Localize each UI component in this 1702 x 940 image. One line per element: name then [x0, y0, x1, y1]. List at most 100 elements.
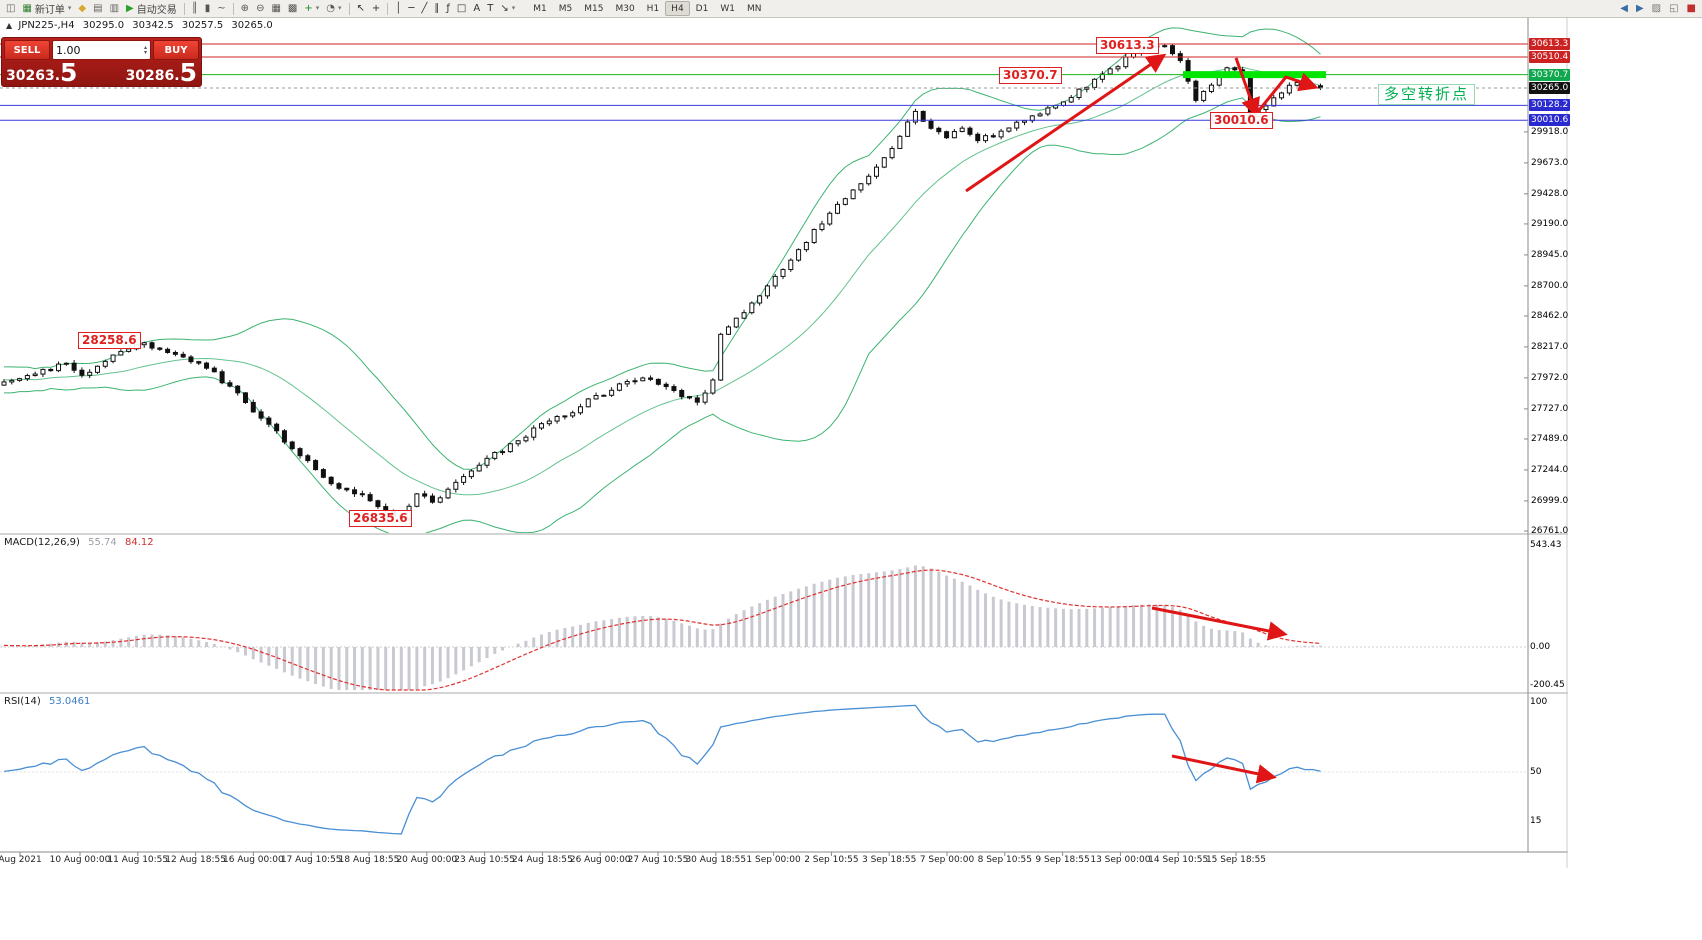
price-axis-label: 27489.0 — [1531, 433, 1569, 444]
chart-price-annotation[interactable]: 30613.3 — [1096, 37, 1159, 54]
time-axis-label: 11 Aug 10:55 — [107, 855, 169, 865]
step-forward-icon: ▶ — [1635, 2, 1644, 14]
auto-arrange-icon: ▩ — [287, 2, 298, 14]
notification-icon[interactable]: ■ — [1684, 1, 1699, 17]
price-axis-label: 30010.6 — [1529, 114, 1571, 127]
trendline-icon[interactable]: ╱ — [418, 1, 430, 17]
timeframe-m1[interactable]: M1 — [533, 3, 547, 14]
chart-canvas[interactable] — [0, 0, 1568, 868]
dropdown-icon: ▾ — [67, 4, 72, 12]
window-layout-icon[interactable]: ◱ — [1666, 1, 1681, 17]
sell-price[interactable]: 30263. 5 — [4, 60, 102, 85]
favorites-icon[interactable]: ◆ — [75, 1, 89, 17]
text-icon[interactable]: A — [470, 1, 483, 17]
profiles-icon[interactable]: ▨ — [1649, 1, 1664, 17]
cursor-icon[interactable]: ↖ — [354, 1, 368, 17]
new-chart-icon[interactable]: ◫ — [3, 1, 18, 17]
timeframe-m15[interactable]: M15 — [584, 3, 604, 14]
timeframe-h1[interactable]: H1 — [646, 3, 660, 14]
volume-input[interactable]: 1.00 ▴ ▾ — [52, 40, 151, 60]
new-order-icon: ▦ — [22, 2, 32, 14]
line-chart-icon: ~ — [217, 2, 226, 14]
autotrading-button-label: 自动交易 — [136, 5, 177, 16]
data-window-icon[interactable]: ▥ — [107, 1, 122, 17]
rsi-indicator-label: RSI(14) 53.0461 — [4, 696, 90, 707]
crosshair-icon[interactable]: + — [369, 1, 383, 17]
chart-collapse-icon[interactable]: ▲ — [6, 21, 13, 30]
timeframe-d1[interactable]: D1 — [695, 3, 709, 14]
one-click-trading-panel: SELL 1.00 ▴ ▾ BUY 30263. 5 30286. 5 — [1, 37, 202, 87]
zoom-in-icon: ⊕ — [240, 2, 250, 14]
rsi-axis-label: 50 — [1530, 767, 1542, 777]
step-back-icon[interactable]: ◀ — [1617, 1, 1631, 17]
channel-icon[interactable]: ∥ — [431, 1, 442, 17]
buy-button[interactable]: BUY — [153, 40, 199, 60]
time-axis-label: 12 Aug 18:55 — [165, 855, 226, 865]
indicators-icon[interactable]: + ▾ — [301, 1, 322, 17]
buy-price[interactable]: 30286. 5 — [102, 60, 200, 85]
ohlc-low: 30257.5 — [181, 20, 224, 31]
time-axis-label: 17 Aug 10:55 — [280, 855, 342, 865]
arrows-tool-icon[interactable]: ↘ ▾ — [497, 1, 518, 17]
toolbar-separator — [348, 2, 350, 15]
chart-price-annotation[interactable]: 26835.6 — [349, 510, 412, 527]
macd-indicator-label: MACD(12,26,9) 55.74 84.12 — [4, 537, 154, 548]
price-axis-label: 30265.0 — [1529, 82, 1571, 95]
chart-price-annotation[interactable]: 30010.6 — [1210, 112, 1273, 129]
price-axis-label: 30128.2 — [1529, 99, 1571, 112]
chart-ohlc-header: ▲ JPN225-,H4 30295.0 30342.5 30257.5 302… — [6, 20, 278, 31]
rsi-value: 53.0461 — [48, 696, 91, 707]
candles-chart-icon[interactable]: ▮ — [202, 1, 214, 17]
vertical-line-icon[interactable]: │ — [392, 1, 404, 17]
market-watch-icon[interactable]: ▤ — [90, 1, 105, 17]
price-axis-label: 28217.0 — [1531, 341, 1569, 352]
fibonacci-icon: ƒ — [446, 2, 450, 14]
line-chart-icon[interactable]: ~ — [214, 1, 228, 17]
time-axis-label: 15 Sep 18:55 — [1205, 855, 1267, 865]
timeframe-w1[interactable]: W1 — [720, 3, 735, 14]
bars-chart-icon[interactable]: ║ — [189, 1, 201, 17]
timeframe-m5[interactable]: M5 — [558, 3, 573, 14]
time-axis-label: 8 Sep 10:55 — [977, 855, 1032, 865]
zoom-out-icon[interactable]: ⊖ — [253, 1, 267, 17]
turning-point-note[interactable]: 多空转折点 — [1378, 84, 1476, 105]
tile-windows-icon[interactable]: ▦ — [268, 1, 283, 17]
time-axis-label: Aug 2021 — [0, 855, 42, 865]
timeframe-m30[interactable]: M30 — [615, 3, 635, 14]
chart-price-annotation[interactable]: 30370.7 — [999, 67, 1062, 84]
shapes-icon[interactable]: □ — [454, 1, 469, 17]
periods-icon: ◔ — [326, 2, 335, 14]
price-axis-label: 30613.3 — [1529, 38, 1571, 50]
autotrading-button[interactable]: ▶ 自动交易 — [123, 1, 180, 17]
chart-price-annotation[interactable]: 28258.6 — [78, 332, 141, 349]
toolbar-separator — [387, 2, 389, 15]
periods-icon[interactable]: ◔ ▾ — [323, 1, 344, 17]
time-axis-label: 14 Sep 10:55 — [1148, 855, 1209, 865]
time-axis-label: 30 Aug 18:55 — [685, 855, 747, 865]
time-axis-label: 24 Aug 18:55 — [512, 855, 573, 865]
label-icon[interactable]: T — [484, 1, 496, 17]
volume-stepper-icon[interactable]: ▴ ▾ — [143, 44, 147, 56]
timeframe-h4[interactable]: H4 — [665, 1, 690, 16]
sell-button[interactable]: SELL — [4, 40, 50, 60]
horizontal-line-icon[interactable]: ─ — [405, 1, 417, 17]
timeframe-mn[interactable]: MN — [746, 3, 762, 14]
time-axis-label: 7 Sep 00:00 — [919, 855, 975, 865]
label-icon: T — [487, 2, 494, 14]
price-axis-label: 27972.0 — [1531, 372, 1569, 383]
time-axis-label: 1 Sep 00:00 — [746, 855, 801, 865]
fibonacci-icon[interactable]: ƒ — [443, 1, 453, 17]
new-order-button[interactable]: ▦ 新订单 ▾ — [19, 1, 74, 17]
step-forward-icon[interactable]: ▶ — [1633, 1, 1647, 17]
auto-arrange-icon[interactable]: ▩ — [285, 1, 300, 17]
buy-price-main: 30286. — [125, 68, 180, 84]
price-axis-label: 28700.0 — [1531, 280, 1569, 291]
macd-signal-value: 84.12 — [124, 537, 154, 548]
notification-icon: ■ — [1686, 2, 1696, 14]
time-axis-label: 26 Aug 00:00 — [569, 855, 631, 865]
zoom-in-icon[interactable]: ⊕ — [238, 1, 252, 17]
volume-value: 1.00 — [56, 43, 81, 57]
price-axis-label: 29673.0 — [1531, 157, 1569, 168]
